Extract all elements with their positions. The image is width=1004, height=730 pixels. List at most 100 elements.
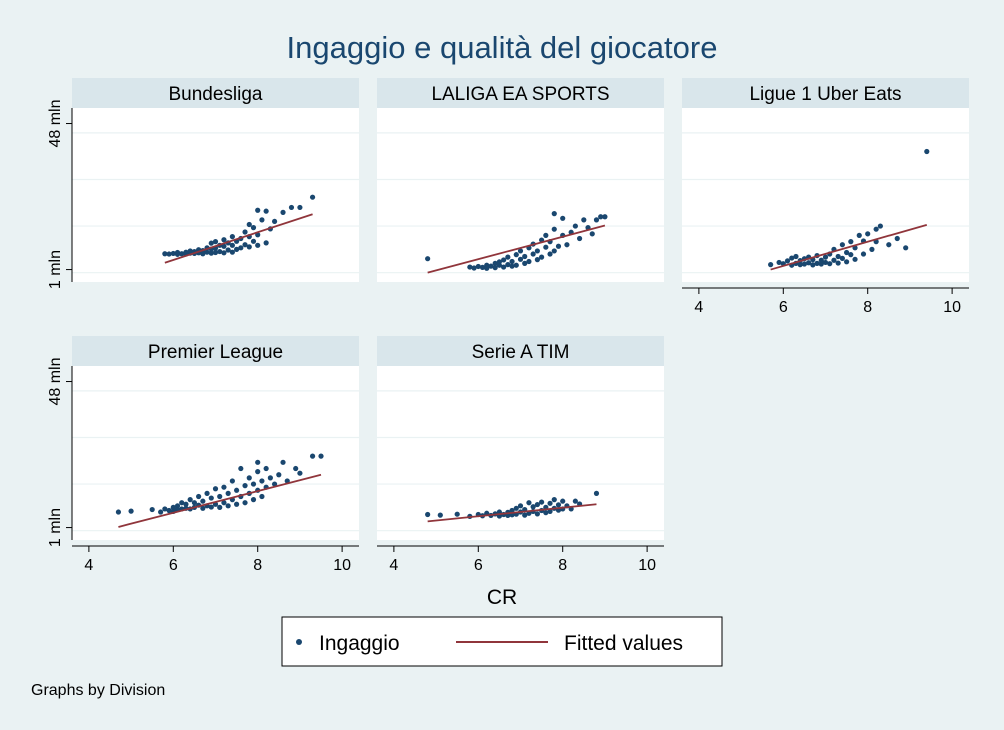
- data-point: [547, 500, 553, 506]
- x-tick-label: 10: [333, 557, 351, 574]
- data-point: [479, 264, 486, 270]
- data-point: [221, 250, 227, 256]
- plot-area: [72, 366, 359, 540]
- data-point: [501, 257, 507, 263]
- data-point: [297, 204, 303, 211]
- panel-strip: [377, 78, 664, 108]
- x-tick-label: 6: [779, 299, 788, 316]
- plot-area: [377, 108, 664, 282]
- data-point: [551, 226, 557, 232]
- data-point: [513, 252, 519, 258]
- data-point: [543, 244, 549, 250]
- legend-marker-ingaggio: [296, 639, 302, 645]
- data-point: [539, 499, 545, 505]
- panel-strip: [72, 78, 359, 108]
- data-point: [179, 251, 185, 257]
- data-point: [276, 472, 282, 478]
- data-point: [581, 217, 587, 223]
- data-point: [572, 223, 578, 229]
- data-point: [425, 256, 431, 262]
- data-point: [806, 260, 812, 266]
- data-point: [894, 235, 900, 242]
- data-point: [208, 250, 214, 256]
- data-point: [204, 490, 210, 496]
- data-point: [115, 509, 122, 515]
- data-point: [271, 481, 278, 487]
- data-point: [179, 500, 185, 506]
- data-point: [517, 248, 524, 254]
- plot-area: [72, 108, 359, 282]
- data-point: [530, 504, 536, 510]
- fitted-line: [770, 223, 928, 271]
- data-point: [505, 254, 511, 260]
- data-point: [818, 261, 824, 267]
- data-point: [225, 503, 231, 509]
- data-point: [221, 500, 227, 506]
- x-axis-title: CR: [487, 586, 517, 609]
- data-point: [852, 256, 858, 262]
- panel-title: Bundesliga: [168, 84, 262, 105]
- data-point: [513, 505, 519, 511]
- data-point: [543, 510, 549, 516]
- data-point: [484, 265, 490, 271]
- data-point: [810, 262, 816, 268]
- data-point: [839, 242, 845, 248]
- data-point: [598, 214, 604, 220]
- data-point: [793, 253, 799, 260]
- data-point: [534, 511, 540, 517]
- data-point: [208, 240, 214, 246]
- data-point: [263, 208, 269, 214]
- y-tick-label: 1 mln: [47, 508, 64, 547]
- data-point: [162, 251, 168, 257]
- x-tick-label: 10: [638, 557, 656, 574]
- data-point: [471, 265, 477, 271]
- data-point: [877, 223, 883, 229]
- data-point: [555, 243, 562, 249]
- data-point: [200, 505, 206, 511]
- fitted-line: [427, 224, 606, 274]
- data-point: [229, 242, 235, 248]
- data-point: [174, 503, 181, 509]
- data-point: [174, 249, 181, 256]
- panel-premier-league: Premier League 1 mln 48 mln 4 6 8 10: [47, 336, 359, 574]
- data-point: [255, 207, 261, 213]
- data-point: [903, 245, 909, 251]
- panel-title: Premier League: [148, 342, 283, 363]
- data-point: [522, 253, 528, 260]
- x-tick-label: 4: [84, 557, 93, 574]
- data-point: [246, 221, 252, 228]
- data-point: [560, 498, 566, 504]
- data-point: [924, 148, 930, 155]
- data-point: [768, 262, 774, 268]
- data-point: [166, 251, 172, 257]
- data-point: [217, 493, 223, 500]
- data-point: [204, 249, 210, 255]
- y-tick-label: 48 mln: [47, 358, 64, 406]
- panel-title: Ligue 1 Uber Eats: [749, 84, 901, 105]
- data-point: [534, 248, 540, 254]
- data-point: [517, 256, 524, 262]
- data-point: [187, 497, 193, 503]
- data-point: [229, 234, 235, 240]
- data-point: [234, 246, 240, 252]
- data-point: [526, 500, 532, 506]
- data-point: [212, 486, 219, 492]
- data-point: [522, 512, 528, 518]
- data-point: [602, 214, 608, 220]
- data-point: [534, 257, 540, 263]
- data-point: [509, 258, 515, 265]
- data-point: [789, 255, 795, 261]
- data-point: [839, 255, 845, 261]
- data-point: [183, 501, 189, 507]
- data-point: [505, 262, 511, 268]
- data-point: [886, 242, 892, 248]
- chart-note: Graphs by Division: [31, 682, 165, 699]
- data-point: [437, 512, 443, 518]
- x-tick-label: 10: [943, 299, 961, 316]
- data-point: [844, 249, 850, 256]
- chart-title: Ingaggio e qualità del giocatore: [287, 30, 718, 65]
- data-point: [149, 506, 155, 513]
- data-point: [234, 487, 240, 493]
- data-point: [293, 465, 299, 472]
